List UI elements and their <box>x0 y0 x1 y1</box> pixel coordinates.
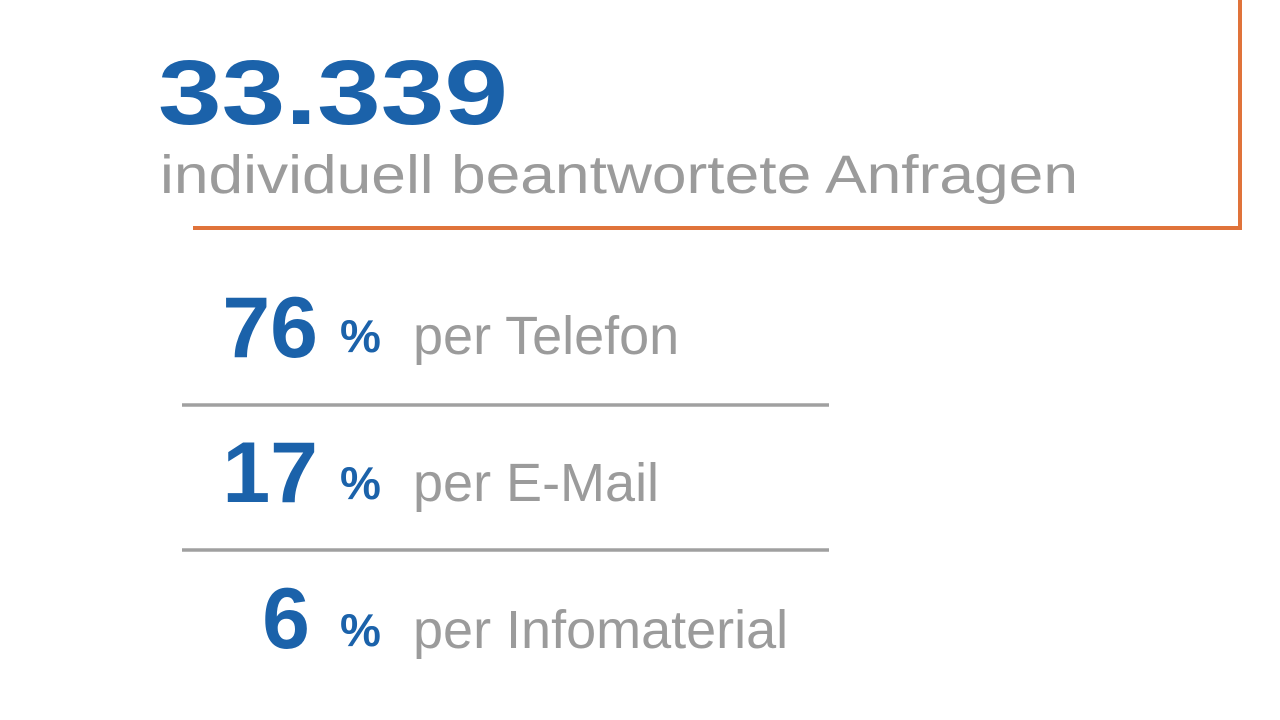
item-label: per Infomaterial <box>413 600 788 660</box>
headline-value: 33.339 <box>158 42 508 144</box>
headline-label: individuell beantwortete Anfragen <box>160 145 1078 205</box>
frame-line <box>193 0 1242 230</box>
item-value: 6 <box>262 571 310 667</box>
item-unit: % <box>340 310 381 362</box>
item-unit: % <box>340 604 381 656</box>
item-unit: % <box>340 457 381 509</box>
item-label: per Telefon <box>413 306 679 366</box>
item-value: 76 <box>222 280 318 376</box>
item-value: 17 <box>222 425 318 521</box>
item-label: per E-Mail <box>413 453 659 513</box>
